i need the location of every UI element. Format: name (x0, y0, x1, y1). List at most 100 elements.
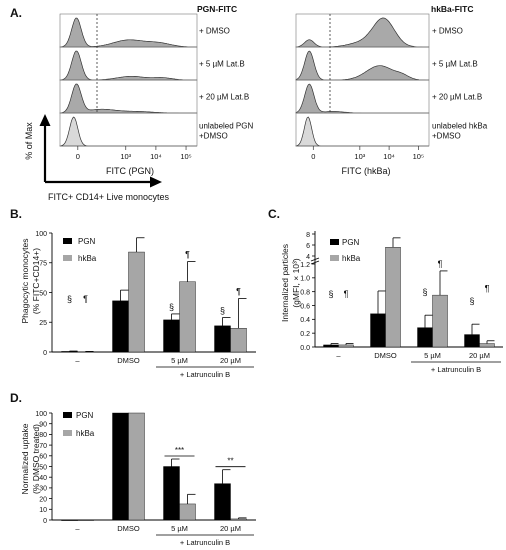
y-tick-label: 70 (39, 443, 47, 450)
legend-swatch-pgn-c (330, 239, 339, 245)
histogram-stack-pgn (59, 13, 198, 147)
hist-tick-label: 10⁴ (150, 152, 162, 161)
chart-b-ylabel-line2: (% FITC+CD14+) (31, 248, 41, 314)
bar-pgn (61, 351, 78, 353)
row-label-1: + DMSO (432, 27, 463, 36)
y-tick-label: 8 (306, 232, 310, 239)
y-tick-label: 0 (43, 350, 47, 357)
y-tick-label: 60 (39, 454, 47, 461)
x-tick-label: DMSO (117, 356, 140, 365)
x-tick-label: – (75, 356, 80, 365)
y-tick-label: 40 (39, 475, 47, 482)
hist-tick-label: 10⁵ (180, 152, 191, 161)
legend-label-hkba: hkBa (78, 254, 97, 263)
histogram-row-1 (295, 17, 429, 48)
bar-hkba (385, 246, 401, 348)
annotation-pilcrow: ¶ (485, 284, 490, 294)
axis-break-mark (310, 257, 320, 262)
hist-title-pgn: PGN-FITC (197, 4, 237, 14)
chart-d-ylabel: Normalized uptake (20, 423, 30, 494)
hist-xticks-hkba: 0 10³ 10⁴ 10⁵ (311, 146, 424, 161)
y-tick-label: 50 (39, 290, 47, 297)
chart-d-ylabel-line2: (% DMSO treated) (31, 424, 41, 494)
bar-chart-normalized: 0 10 20 30 40 50 60 70 80 90 100 – DMSO 5 µM 20 µM + La… (35, 411, 256, 547)
annotation-pilcrow: ¶ (83, 294, 88, 304)
hist-tick-label: 10³ (120, 152, 131, 161)
annotation-section: § (67, 294, 72, 304)
y-tick-label: 0.4 (300, 317, 310, 324)
y-tick-label: 4 (306, 254, 310, 261)
y-tick-label: 0.0 (300, 345, 310, 352)
legend-swatch-hkba-d (63, 430, 72, 436)
row-label-3: + 20 µM Lat.B (432, 93, 482, 102)
y-tick-label: 6 (306, 243, 310, 250)
hist-title-hkba: hkBa-FITC (431, 4, 474, 14)
hist-tick-label: 0 (76, 152, 80, 161)
bar-hkba (179, 281, 196, 353)
legend-label-pgn-c: PGN (342, 238, 360, 247)
y-tick-label: 10 (39, 507, 47, 514)
x-tick-label: DMSO (374, 351, 397, 360)
row-label-2: + 5 µM Lat.B (432, 60, 478, 69)
panel-letter-b: B. (10, 207, 22, 221)
significance-stars: ** (227, 457, 233, 466)
y-tick-label: 0.6 (300, 303, 310, 310)
hist-tick-label: 10³ (354, 152, 365, 161)
row-labels-hkba: + DMSO + 5 µM Lat.B + 20 µM Lat.B unlabeled… (432, 27, 488, 141)
hist-tick-label: 10⁵ (413, 152, 424, 161)
histogram-row-4 (59, 116, 197, 147)
y-tick-label: 50 (39, 464, 47, 471)
x-tick-label: 5 µM (171, 524, 188, 533)
x-tick-label: DMSO (117, 524, 140, 533)
y-tick-label: 80 (39, 432, 47, 439)
bar-pgn (323, 344, 339, 348)
row-label-4-line2: +DMSO (199, 132, 228, 141)
y-tick-label: 0 (43, 518, 47, 525)
bar-chart-phagocytic: 0 25 50 75 100 – DMSO 5 µM 20 µM + Latrunculin B §… (35, 231, 256, 379)
row-label-1: + DMSO (199, 27, 230, 36)
histogram-frame-4 (295, 112, 430, 147)
legend-swatch-hkba-c (330, 255, 339, 261)
x-tick-label: 5 µM (171, 356, 188, 365)
annotation-section: § (469, 296, 474, 306)
group-label: + Latrunculin B (180, 538, 230, 547)
y-tick-label: 0.8 (300, 289, 310, 296)
hist-xticks-pgn: 0 10³ 10⁴ 10⁵ (76, 146, 192, 161)
row-label-4-line2: +DMSO (432, 132, 461, 141)
y-tick-label: 100 (35, 411, 47, 418)
histogram-row-2 (295, 50, 429, 81)
annotation-pilcrow: ¶ (438, 259, 443, 269)
bar-hkba (128, 412, 145, 521)
annotation-section: § (422, 287, 427, 297)
bar-hkba (128, 251, 145, 353)
bar-pgn (370, 313, 386, 348)
bar-pgn (61, 519, 78, 521)
legend-swatch-pgn-d (63, 412, 72, 418)
bar-pgn (163, 319, 180, 353)
y-tick-label: 0.2 (300, 331, 310, 338)
legend-swatch-pgn (63, 238, 72, 244)
y-tick-label: 25 (39, 320, 47, 327)
gate-label: FITC+ CD14+ Live monocytes (48, 192, 170, 202)
hist-xlabel-hkba: FITC (hkBa) (341, 166, 390, 176)
y-tick-label: 90 (39, 422, 47, 429)
histogram-row-3 (295, 83, 429, 114)
panel-letter-a: A. (10, 6, 22, 20)
bar-hkba (77, 519, 94, 521)
histogram-stack-hkba (295, 13, 430, 147)
histogram-row-1 (59, 17, 197, 48)
y-tick-label: 75 (39, 261, 47, 268)
row-labels-pgn: + DMSO + 5 µM Lat.B + 20 µM Lat.B unlabeled… (199, 27, 253, 141)
y-tick-label: 100 (35, 231, 47, 238)
histogram-frame-4 (59, 112, 198, 147)
y-tick-label: 30 (39, 486, 47, 493)
group-label: + Latrunculin B (431, 365, 481, 374)
x-tick-label: 20 µM (220, 356, 241, 365)
x-tick-label: 20 µM (469, 351, 490, 360)
legend-label-pgn: PGN (78, 237, 96, 246)
bar-pgn (163, 466, 180, 521)
hist-tick-label: 10⁴ (383, 152, 395, 161)
panel-letter-c: C. (268, 207, 280, 221)
bar-hkba (479, 343, 495, 348)
hist-xlabel-pgn: FITC (PGN) (106, 166, 154, 176)
